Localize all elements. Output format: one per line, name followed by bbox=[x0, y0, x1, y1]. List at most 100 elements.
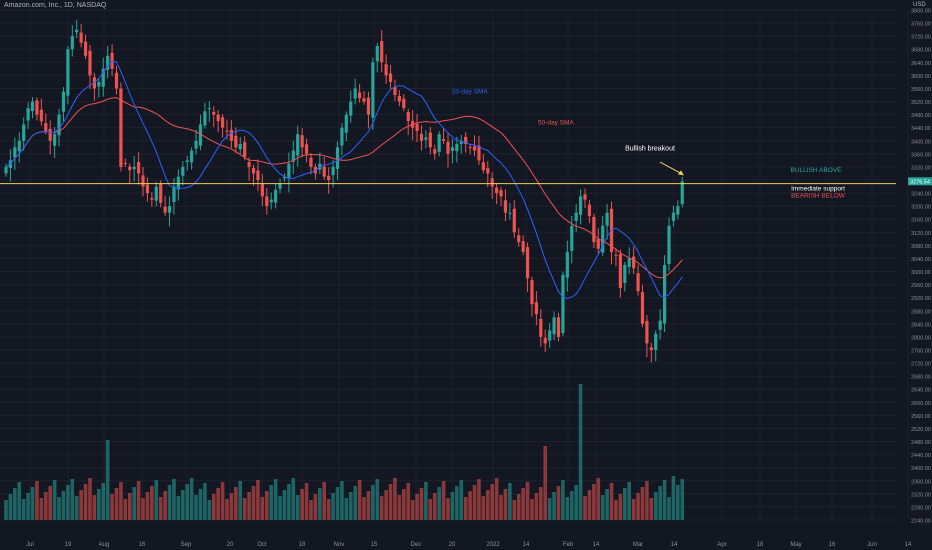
volume-bar bbox=[397, 495, 402, 520]
candle-body bbox=[39, 109, 43, 122]
candle-body bbox=[539, 318, 543, 337]
price-tick-label: 3440.00 bbox=[911, 126, 931, 132]
price-tick-label: 3600.00 bbox=[911, 74, 931, 80]
price-tick-label: 2840.00 bbox=[911, 322, 931, 328]
volume-bar bbox=[119, 482, 123, 520]
candle-body bbox=[274, 189, 278, 203]
volume-bar bbox=[154, 480, 159, 520]
volume-bar bbox=[238, 481, 243, 520]
volume-bar bbox=[92, 495, 97, 520]
volume-bar bbox=[653, 492, 658, 520]
candle-body bbox=[623, 265, 627, 283]
candle-body bbox=[260, 183, 264, 197]
volume-bar bbox=[388, 484, 393, 520]
volume-bar bbox=[543, 446, 548, 520]
candle-body bbox=[437, 134, 441, 152]
time-tick-label: Jul bbox=[26, 542, 34, 548]
volume-bar bbox=[592, 484, 596, 520]
candle-body bbox=[185, 160, 189, 163]
volume-bar bbox=[494, 478, 499, 520]
volume-bar bbox=[181, 490, 185, 520]
candle-body bbox=[662, 265, 667, 324]
volume-bar bbox=[662, 480, 667, 520]
candle-body bbox=[393, 86, 397, 95]
price-tick-label: 2800.00 bbox=[911, 335, 931, 341]
volume-bar bbox=[295, 495, 300, 520]
candle-body bbox=[340, 127, 344, 146]
candle-body bbox=[601, 225, 605, 253]
candle-body bbox=[486, 168, 490, 174]
volume-bar bbox=[485, 490, 490, 520]
candle-body bbox=[44, 123, 48, 131]
volume-bar bbox=[114, 488, 119, 520]
price-tick-label: 3680.00 bbox=[911, 48, 931, 54]
candle-body bbox=[17, 140, 21, 152]
volume-bar bbox=[172, 479, 176, 520]
candle-body bbox=[296, 134, 300, 156]
volume-bar bbox=[366, 491, 371, 520]
time-tick-label: Oct bbox=[257, 542, 267, 548]
volume-bar bbox=[402, 489, 406, 520]
volume-bar bbox=[176, 496, 181, 520]
time-tick-label: 14 bbox=[523, 542, 530, 548]
time-tick-label: Aug bbox=[99, 542, 110, 548]
candle-body bbox=[97, 81, 101, 87]
candle-body bbox=[194, 140, 198, 149]
candle-body bbox=[172, 186, 176, 203]
volume-bar bbox=[419, 488, 424, 520]
candle-body bbox=[88, 50, 92, 76]
volume-bar bbox=[671, 476, 676, 520]
volume-bar bbox=[499, 495, 503, 520]
candle-body bbox=[424, 137, 428, 140]
candle-body bbox=[207, 108, 211, 110]
time-tick-label: 20 bbox=[227, 542, 234, 548]
volume-bar bbox=[636, 493, 640, 520]
volume-bar bbox=[348, 492, 353, 520]
volume-bar bbox=[477, 479, 481, 520]
candle-body bbox=[530, 280, 534, 305]
candle-body bbox=[495, 187, 499, 194]
volume-bar bbox=[326, 499, 331, 520]
candle-body bbox=[450, 147, 455, 151]
volume-bar bbox=[278, 496, 282, 520]
price-tick-label: 3120.00 bbox=[911, 231, 931, 237]
volume-bar bbox=[667, 497, 671, 520]
candle-body bbox=[48, 129, 52, 141]
volume-bar bbox=[216, 488, 220, 520]
volume-bar bbox=[539, 487, 543, 520]
price-tick-label: 2440.00 bbox=[911, 453, 931, 459]
candle-body bbox=[212, 112, 216, 115]
price-tick-label: 2360.00 bbox=[911, 479, 931, 485]
candle-body bbox=[349, 101, 353, 116]
candle-body bbox=[459, 140, 463, 145]
candle-body bbox=[596, 239, 600, 249]
bullish-breakout-label: Bullish breakout bbox=[625, 146, 675, 153]
candle-body bbox=[649, 347, 653, 350]
candle-body bbox=[534, 302, 538, 315]
candle-body bbox=[70, 36, 74, 50]
candle-body bbox=[4, 166, 8, 174]
volume-bar bbox=[207, 500, 212, 520]
volume-bar bbox=[132, 487, 136, 520]
volume-bar bbox=[70, 479, 75, 520]
volume-bar bbox=[8, 494, 13, 520]
candle-body bbox=[61, 91, 66, 112]
volume-bar bbox=[525, 482, 530, 520]
candle-body bbox=[66, 49, 70, 96]
time-tick-label: Apr bbox=[717, 542, 726, 548]
volume-bar bbox=[287, 484, 291, 520]
candle-body bbox=[220, 117, 225, 128]
price-tick-label: 2960.00 bbox=[911, 283, 931, 289]
time-tick-label: May bbox=[790, 542, 801, 548]
price-tick-label: 2680.00 bbox=[911, 375, 931, 381]
candle-body bbox=[384, 64, 388, 76]
candle-body bbox=[543, 337, 547, 344]
price-tick-label: 3320.00 bbox=[911, 165, 931, 171]
volume-bar bbox=[211, 494, 216, 520]
candle-body bbox=[490, 178, 494, 187]
time-tick-label: Dec bbox=[411, 542, 422, 548]
candle-body bbox=[592, 216, 596, 243]
volume-bar bbox=[415, 494, 419, 520]
last-price-badge bbox=[908, 177, 932, 186]
